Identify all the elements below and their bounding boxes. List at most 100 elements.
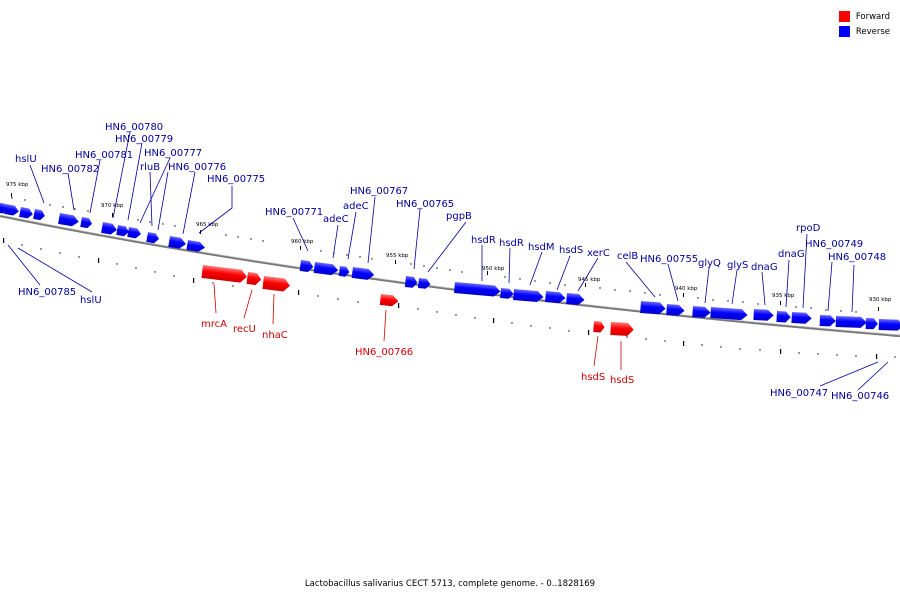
gene-arrow [776,311,791,323]
gene-arrow [58,213,79,227]
gene-arrow [299,260,314,272]
gene-arrow [593,321,605,333]
gene-label-rpoD: rpoD [796,223,821,234]
scale-label-945: 945 kbp [578,277,601,283]
gene-label-adeC-1: adeC [323,214,349,225]
scale-labels: 975 kbp 970 kbp 965 kbp 960 kbp 955 kbp … [6,182,892,303]
scale-label-970: 970 kbp [101,203,124,209]
scale-label-975: 975 kbp [6,182,29,188]
gene-label-celB: celB [617,251,638,262]
gene-arrow [500,288,514,299]
scale-label-955: 955 kbp [386,253,409,259]
gene-label-hsdM: hsdM [528,242,555,253]
gene-arrow [610,322,634,336]
gene-label-HN6_00747: HN6_00747 [770,388,828,399]
gene-label-HN6_00781: HN6_00781 [75,150,133,161]
gene-label-xerC: xerC [587,248,610,259]
legend-reverse: Reverse [838,24,890,39]
gene-label-hsdR-1: hsdR [471,235,496,246]
gene-arrow [186,240,205,252]
gene-arrow [513,289,544,303]
gene-arrow [692,306,711,318]
gene-label-hslU: hslU [15,154,37,165]
genome-caption: Lactobacillus salivarius CECT 5713, comp… [304,579,596,589]
gene-label-rluB: rluB [140,162,160,173]
gene-label-HN6_00755: HN6_00755 [640,254,698,265]
scale-label-960: 960 kbp [291,239,314,245]
reverse-leaders [7,131,889,391]
gene-label-HN6_00749: HN6_00749 [805,239,863,250]
gene-label-hslU-2: hslU [80,295,102,306]
outer-scale [11,193,879,313]
gene-arrow [313,262,339,276]
gene-arrow [338,266,350,277]
gene-label-hsdR-2: hsdR [499,238,524,249]
gene-arrow [404,276,418,288]
scale-label-940: 940 kbp [675,286,698,292]
gene-label-glyS: glyS [727,260,748,271]
forward-genes [201,265,634,336]
gene-arrow [116,225,129,237]
legend-forward-label: Forward [855,11,890,22]
legend-forward: Forward [838,9,890,24]
legend-reverse-label: Reverse [855,26,890,37]
gene-label-HN6_00780: HN6_00780 [105,122,163,133]
gene-label-dnaG-1: dnaG [751,262,778,273]
gene-label-hsdS-fwd-1: hsdS [581,372,605,383]
gene-label-HN6_00777: HN6_00777 [144,148,202,159]
gene-label-hsdS-fwd-2: hsdS [610,375,634,386]
gene-arrow [835,316,867,328]
reverse-genes [0,202,900,331]
gene-label-glyQ: glyQ [698,258,721,269]
gene-label-HN6_00765: HN6_00765 [396,199,454,210]
gene-arrow [4,204,19,216]
gene-arrow [454,282,501,297]
forward-gene-labels: mrcA recU nhaC HN6_00766 hsdS hsdS [201,319,634,386]
gene-label-HN6_00779: HN6_00779 [115,134,173,145]
gene-label-HN6_00776: HN6_00776 [168,162,226,173]
gene-arrow [878,319,900,331]
gene-label-HN6_00775: HN6_00775 [207,174,265,185]
gene-label-mrcA: mrcA [201,319,227,330]
gene-label-HN6_00771: HN6_00771 [265,207,323,218]
gene-arrow [351,267,375,280]
gene-label-HN6_00748: HN6_00748 [828,252,886,263]
scale-label-930: 930 kbp [869,297,892,303]
gene-arrow [666,304,685,316]
gene-label-HN6_00766: HN6_00766 [355,347,413,358]
gene-arrow [710,307,748,321]
legend: Forward Reverse [838,9,890,39]
gene-arrow [262,276,291,292]
gene-label-HN6_00767: HN6_00767 [350,186,408,197]
reverse-gene-labels: hslU HN6_00782 HN6_00781 HN6_00780 HN6_0… [15,122,889,402]
scale-label-935: 935 kbp [772,293,795,299]
gene-label-nhaC: nhaC [262,330,288,341]
gene-arrow [417,278,431,289]
gene-label-HN6_00746: HN6_00746 [831,391,889,402]
scale-label-950: 950 kbp [482,266,505,272]
gene-arrow [80,217,92,229]
inner-scale [3,238,896,359]
gene-label-HN6_00782: HN6_00782 [41,164,99,175]
gene-label-dnaG-2: dnaG [778,249,805,260]
gene-arrow [168,236,186,249]
gene-arrow [201,265,247,283]
gene-arrow [379,294,399,307]
gene-label-pgpB: pgpB [446,211,472,222]
forward-leaders [213,283,622,370]
scale-label-965: 965 kbp [196,222,219,228]
gene-arrow [246,272,262,286]
gene-arrow [753,309,774,321]
gene-arrow [101,222,117,235]
gene-arrow [865,318,878,330]
gene-arrow [545,291,566,304]
gene-arrow [146,232,159,244]
gene-arrow [791,312,812,324]
gene-arrow [566,293,585,306]
gene-label-recU: recU [233,324,256,335]
gene-arrow [640,301,666,315]
gene-arrow [127,227,141,239]
gene-arrow [819,315,836,327]
gene-arrow [19,207,33,219]
